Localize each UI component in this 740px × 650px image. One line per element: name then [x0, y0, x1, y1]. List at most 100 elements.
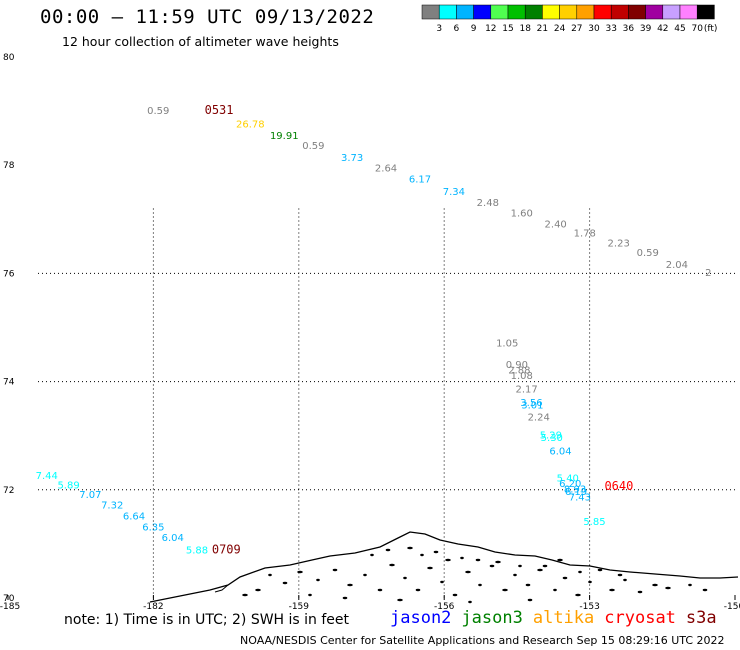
wave-height-label: 7.44	[36, 471, 58, 482]
lake	[702, 588, 708, 592]
pass-time-label: 0640	[604, 479, 633, 493]
lake	[268, 573, 272, 577]
wave-height-label: 5.40	[557, 474, 579, 485]
lake	[440, 580, 444, 584]
scale-label: 45	[674, 24, 685, 34]
lat-label: 70	[3, 594, 15, 604]
lake	[460, 556, 464, 560]
lake	[489, 564, 495, 568]
lake	[597, 568, 603, 572]
pass-time-label: 0531	[205, 103, 234, 117]
lon-label: -150	[724, 602, 740, 612]
lat-label: 74	[3, 378, 15, 388]
lake	[433, 550, 439, 554]
lake	[617, 573, 623, 577]
scale-swatch	[421, 4, 440, 20]
wave-height-label: 6.20	[559, 479, 581, 490]
wave-height-label: 7.34	[443, 187, 465, 198]
scale-swatch	[593, 4, 612, 20]
scale-swatch	[473, 4, 492, 20]
lake	[242, 593, 248, 597]
scale-label: 39	[640, 24, 652, 34]
scale-swatch	[490, 4, 509, 20]
scale-swatch	[576, 4, 595, 20]
lat-label: 72	[3, 486, 14, 496]
wave-height-label: 5.88	[186, 546, 208, 557]
lake	[370, 553, 374, 557]
coastline-spit	[214, 584, 229, 593]
wave-height-label: 2	[705, 268, 711, 279]
wave-height-label: 0.59	[302, 141, 324, 152]
scale-swatch	[696, 4, 715, 20]
wave-height-label: 6.64	[123, 512, 145, 523]
lake	[637, 590, 643, 594]
lake	[609, 588, 615, 592]
lake	[527, 598, 533, 602]
lake	[465, 570, 471, 574]
lake	[623, 578, 627, 582]
lake	[397, 598, 403, 602]
wave-height-label: 6.17	[409, 175, 431, 186]
lake	[403, 576, 407, 580]
lake	[308, 593, 312, 597]
wave-height-label: 1.78	[574, 229, 596, 240]
wave-height-label: 26.78	[236, 119, 265, 130]
lake	[475, 558, 481, 562]
satellite-jason2: jason2	[390, 608, 452, 628]
scale-label: 27	[571, 24, 582, 34]
scale-swatch	[645, 4, 664, 20]
wave-height-label: 7.43	[569, 493, 591, 504]
satellite-altika: altika	[532, 608, 595, 628]
wave-height-label: 6.04	[549, 447, 571, 458]
lake	[282, 581, 288, 585]
lake	[495, 560, 501, 564]
wave-height-label: 5.30	[541, 433, 563, 444]
lake	[502, 588, 508, 592]
wave-height-label: 8.93	[564, 485, 586, 496]
wave-height-label: 2.40	[545, 219, 567, 230]
scale-swatch	[628, 4, 646, 20]
lake	[377, 588, 383, 592]
lake	[427, 566, 433, 570]
map-title: 00:00 – 11:59 UTC 09/13/2022	[40, 6, 375, 28]
wave-height-label: 2.88	[508, 365, 530, 376]
lake	[578, 570, 582, 574]
lake	[415, 588, 421, 592]
lake	[588, 580, 592, 584]
scale-label: 21	[537, 24, 548, 34]
scale-label: 12	[485, 24, 496, 34]
lake	[542, 564, 548, 568]
lake	[420, 553, 424, 557]
pass-time-label: 0709	[212, 543, 241, 557]
wave-height-label: 3.56	[520, 398, 542, 409]
wave-height-label: 1.05	[496, 338, 518, 349]
lake	[652, 583, 658, 587]
lake	[389, 563, 395, 567]
lake	[478, 583, 482, 587]
lake	[342, 596, 348, 600]
lake	[316, 578, 320, 582]
wave-height-label: 5.85	[583, 517, 605, 528]
lake	[688, 583, 692, 587]
scale-label: 24	[554, 24, 566, 34]
lake	[562, 576, 568, 580]
satellite-s3a: s3a	[685, 608, 717, 628]
lake	[452, 593, 458, 597]
scale-label: 6	[454, 24, 460, 34]
footer-note: note: 1) Time is in UTC; 2) SWH is in fe…	[64, 612, 350, 628]
scale-label: 9	[471, 24, 477, 34]
scale-label: 3	[436, 24, 442, 34]
scale-label: 36	[623, 24, 635, 34]
wave-height-label: 1.60	[511, 209, 533, 220]
lake	[297, 570, 303, 574]
scale-swatch	[542, 4, 560, 20]
lon-label: -182	[143, 602, 163, 612]
scale-label: 18	[519, 24, 531, 34]
wave-height-label: 3.73	[341, 153, 363, 164]
lake	[347, 583, 353, 587]
lake	[363, 573, 367, 577]
satellite-jason3: jason3	[461, 608, 523, 628]
scale-label: 70	[691, 24, 703, 34]
scale-swatch	[679, 4, 698, 20]
